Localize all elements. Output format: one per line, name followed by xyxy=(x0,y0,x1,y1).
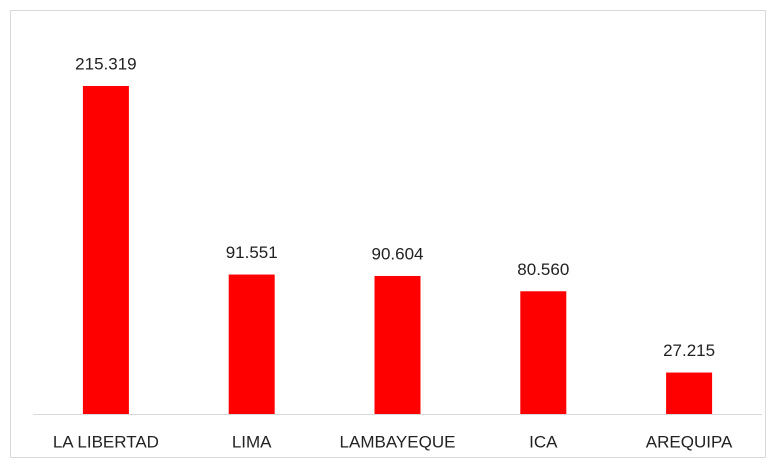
x-tick-label: LIMA xyxy=(232,432,272,451)
x-tick-label: ICA xyxy=(529,432,558,451)
x-tick-label: LA LIBERTAD xyxy=(53,432,159,451)
bar xyxy=(228,274,275,414)
x-tick-label: LAMBAYEQUE xyxy=(340,432,456,451)
data-label: 215.319 xyxy=(75,54,136,73)
bar xyxy=(82,86,129,414)
bar xyxy=(520,291,567,414)
data-label: 27.215 xyxy=(663,341,715,360)
bar xyxy=(374,275,421,414)
data-label: 80.560 xyxy=(517,260,569,279)
x-tick-label: AREQUIPA xyxy=(646,432,733,451)
bar xyxy=(666,372,713,414)
data-label: 90.604 xyxy=(372,244,424,263)
data-label: 91.551 xyxy=(226,243,278,262)
